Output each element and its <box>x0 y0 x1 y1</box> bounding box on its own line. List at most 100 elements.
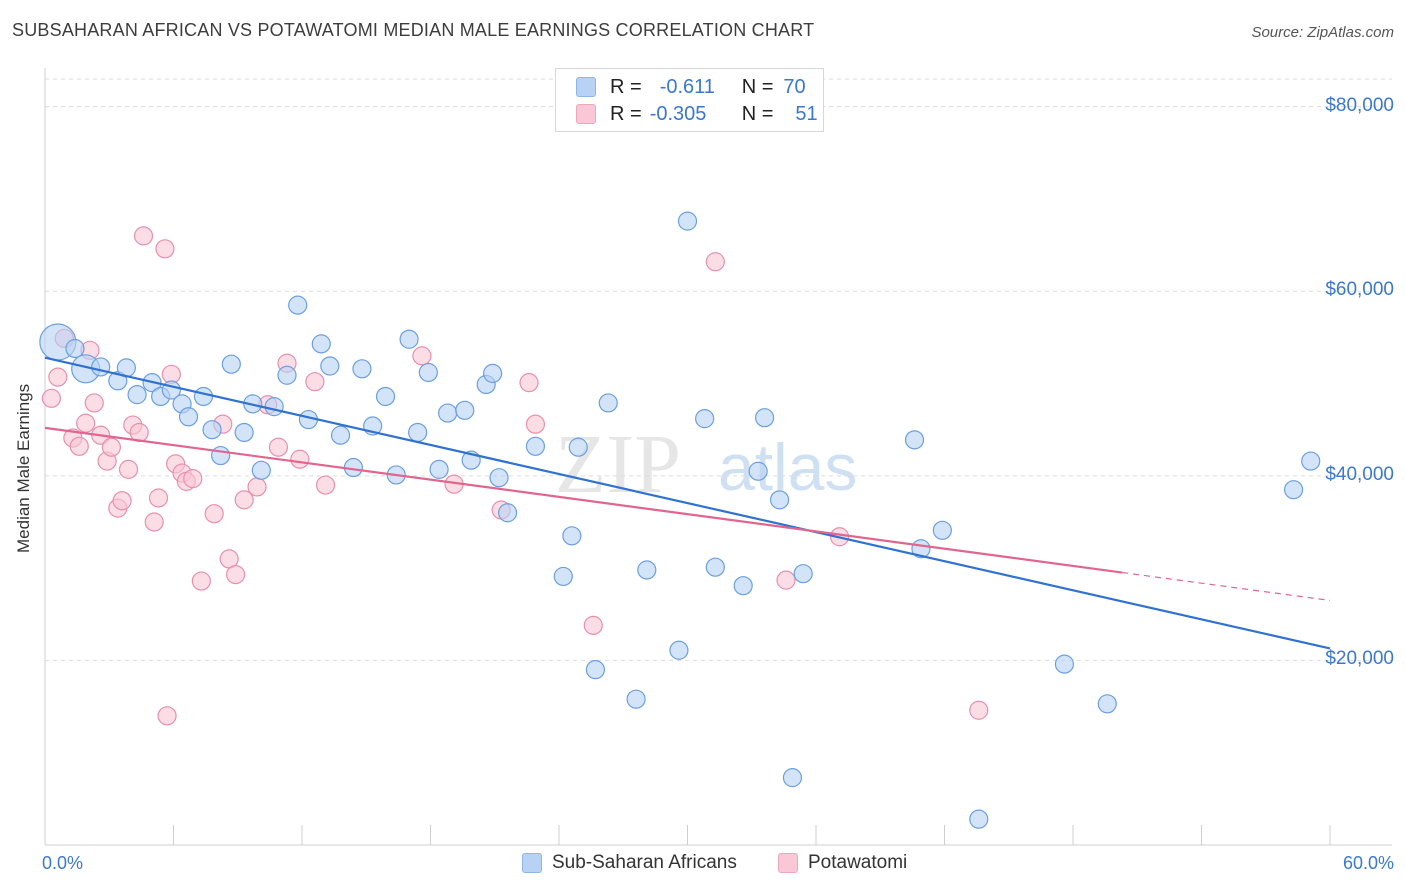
potawatomi-point <box>118 459 139 479</box>
n-label: N = <box>741 75 774 98</box>
potawatomi-point <box>41 388 62 408</box>
potawatomi-point <box>155 239 175 259</box>
n-value: 51 <box>795 102 818 125</box>
sub-saharan-point <box>733 576 753 596</box>
x-tick-label-min: 0.0% <box>42 853 84 873</box>
sub-saharan-point <box>65 338 85 359</box>
legend-swatch-potawatomi <box>778 853 798 873</box>
legend-item-potawatomi: Potawatomi <box>778 852 907 874</box>
potawatomi-point <box>133 226 154 246</box>
source-credit: Source: ZipAtlas.com <box>1251 24 1394 41</box>
x-tick-label-max: 60.0% <box>1342 853 1394 873</box>
sub-saharan-point <box>127 385 147 405</box>
sub-saharan-point <box>626 689 646 709</box>
potawatomi-point <box>705 252 725 272</box>
y-tick-label: $80,000 <box>1325 94 1394 116</box>
sub-saharan-point <box>311 334 331 354</box>
sub-saharan-point <box>408 422 428 443</box>
sub-saharan-point <box>418 362 438 383</box>
sub-saharan-point <box>375 386 396 407</box>
sub-saharan-point <box>585 660 606 680</box>
r-label: R = <box>610 102 642 125</box>
sub-saharan-point <box>202 420 222 440</box>
sub-saharan-point <box>178 407 199 427</box>
sub-saharan-point <box>1097 694 1117 714</box>
sub-saharan-points <box>39 211 1321 829</box>
sub-saharan-point <box>969 809 989 829</box>
r-value: -0.611 <box>659 75 715 98</box>
stats-legend: R = -0.611 N = 70 R = -0.305 N = 51 <box>555 68 824 132</box>
sub-saharan-point <box>352 359 372 379</box>
y-tick-label: $60,000 <box>1325 279 1394 301</box>
sub-saharan-point <box>1054 654 1075 674</box>
potawatomi-point <box>776 570 796 590</box>
potawatomi-trend-extension <box>1122 571 1331 602</box>
potawatomi-point <box>112 491 132 511</box>
sub-saharan-point <box>498 503 518 523</box>
r-label: R = <box>610 75 642 98</box>
potawatomi-point <box>247 477 267 497</box>
potawatomi-point <box>268 437 289 457</box>
potawatomi-point <box>69 436 89 456</box>
watermark-atlas: atlas <box>718 430 857 504</box>
sub-saharan-point <box>904 430 925 450</box>
sub-saharan-point <box>320 356 340 376</box>
trend-lines <box>44 356 1331 650</box>
sub-saharan-point <box>193 386 214 407</box>
sub-saharan-point <box>277 365 297 385</box>
potawatomi-point <box>583 615 603 635</box>
legend-label-sub-saharan: Sub-Saharan Africans <box>552 852 737 873</box>
sub-saharan-point <box>669 640 689 660</box>
sub-saharan-point <box>264 397 284 417</box>
sub-saharan-point <box>695 409 715 429</box>
sub-saharan-point <box>677 211 698 231</box>
sub-saharan-trend-line <box>44 356 1331 650</box>
potawatomi-swatch <box>576 104 596 124</box>
potawatomi-trend-line <box>44 426 1123 574</box>
potawatomi-point <box>183 469 203 489</box>
sub-saharan-point <box>553 566 573 587</box>
sub-saharan-point <box>438 403 458 423</box>
y-tick-label: $20,000 <box>1325 648 1394 670</box>
sub-saharan-point <box>562 526 582 546</box>
sub-saharan-point <box>399 329 419 349</box>
potawatomi-point <box>84 393 104 413</box>
sub-saharan-point <box>1283 480 1304 500</box>
sub-saharan-point <box>568 437 588 457</box>
potawatomi-point <box>157 706 177 726</box>
stats-row-potawatomi: R = -0.305 N = 51 <box>576 101 818 127</box>
potawatomi-point <box>412 346 432 366</box>
potawatomi-point <box>305 372 325 392</box>
potawatomi-point <box>48 367 68 387</box>
watermark: ZIP atlas <box>555 418 857 511</box>
sub-saharan-point <box>782 768 803 788</box>
sub-saharan-point <box>754 408 775 428</box>
potawatomi-point <box>315 475 336 495</box>
sub-saharan-point <box>330 425 351 445</box>
potawatomi-point <box>290 449 310 469</box>
sub-saharan-point <box>429 459 449 479</box>
sub-saharan-point <box>932 520 952 540</box>
potawatomi-point <box>76 413 96 433</box>
sub-saharan-point <box>91 357 111 377</box>
y-tick-label: $40,000 <box>1325 463 1394 485</box>
sub-saharan-point <box>489 468 509 488</box>
potawatomi-point <box>148 488 169 508</box>
sub-saharan-point <box>748 461 768 481</box>
sub-saharan-swatch <box>576 77 596 97</box>
sub-saharan-point <box>598 393 618 413</box>
axes <box>44 68 1392 846</box>
sub-saharan-point <box>221 354 241 374</box>
potawatomi-point <box>204 504 224 524</box>
sub-saharan-point <box>637 560 657 580</box>
sub-saharan-point <box>288 295 308 315</box>
potawatomi-point <box>234 490 254 510</box>
legend-swatch-sub-saharan <box>522 853 542 873</box>
sub-saharan-point <box>251 460 271 480</box>
potawatomi-point <box>101 437 121 457</box>
sub-saharan-point <box>234 422 254 443</box>
potawatomi-point <box>226 564 246 585</box>
legend-item-sub-saharan: Sub-Saharan Africans <box>522 852 737 874</box>
potawatomi-point <box>519 373 539 393</box>
